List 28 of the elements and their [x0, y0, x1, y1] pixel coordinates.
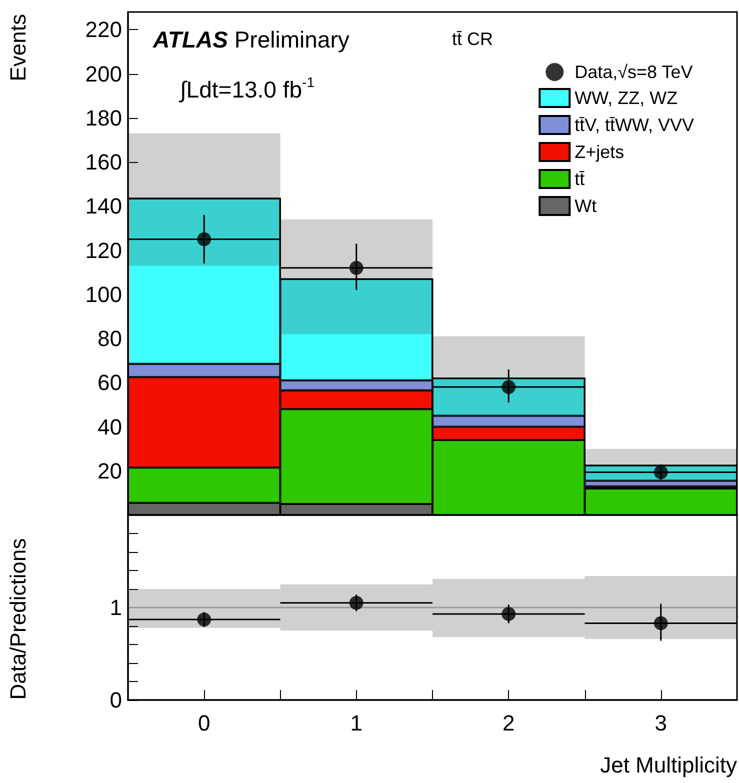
legend-label: Data,√s=8 TeV [574, 62, 693, 82]
x-tick-label: 3 [654, 710, 667, 736]
legend-title: tt̄ CR [452, 29, 494, 49]
y-tick-label: 80 [98, 326, 122, 352]
y-tick-label: 0 [110, 688, 122, 712]
y-tick-label: 120 [85, 238, 122, 263]
y-tick-label: 220 [85, 17, 122, 42]
y-tick-label: 20 [98, 458, 122, 484]
x-tick-label: 2 [502, 710, 515, 736]
x-tick-label: 1 [350, 710, 362, 736]
x-axis-title: Jet Multiplicity [600, 752, 737, 778]
x-tick-label: 0 [198, 710, 210, 736]
y-tick-label: 140 [85, 194, 122, 219]
legend-label: tt̄V, tt̄WW, VVV [574, 115, 694, 135]
y-tick-label: 1 [110, 595, 122, 620]
y-tick-label: 100 [85, 282, 122, 307]
y-axis-title: Data/Predictions [6, 538, 30, 700]
y-tick-label: 180 [85, 105, 122, 130]
y-tick-label: 60 [98, 370, 122, 396]
legend-label: tt̄ [574, 169, 585, 189]
legend-label: Wt [574, 196, 597, 216]
y-tick-label: 40 [98, 414, 122, 440]
y-axis-title: Events [6, 14, 30, 82]
y-tick-label: 200 [85, 61, 122, 86]
y-tick-label: 160 [85, 150, 122, 175]
legend-label: WW, ZZ, WZ [574, 88, 678, 108]
annotation: ATLAS Preliminary [152, 26, 350, 52]
legend-label: Z+jets [574, 142, 624, 162]
